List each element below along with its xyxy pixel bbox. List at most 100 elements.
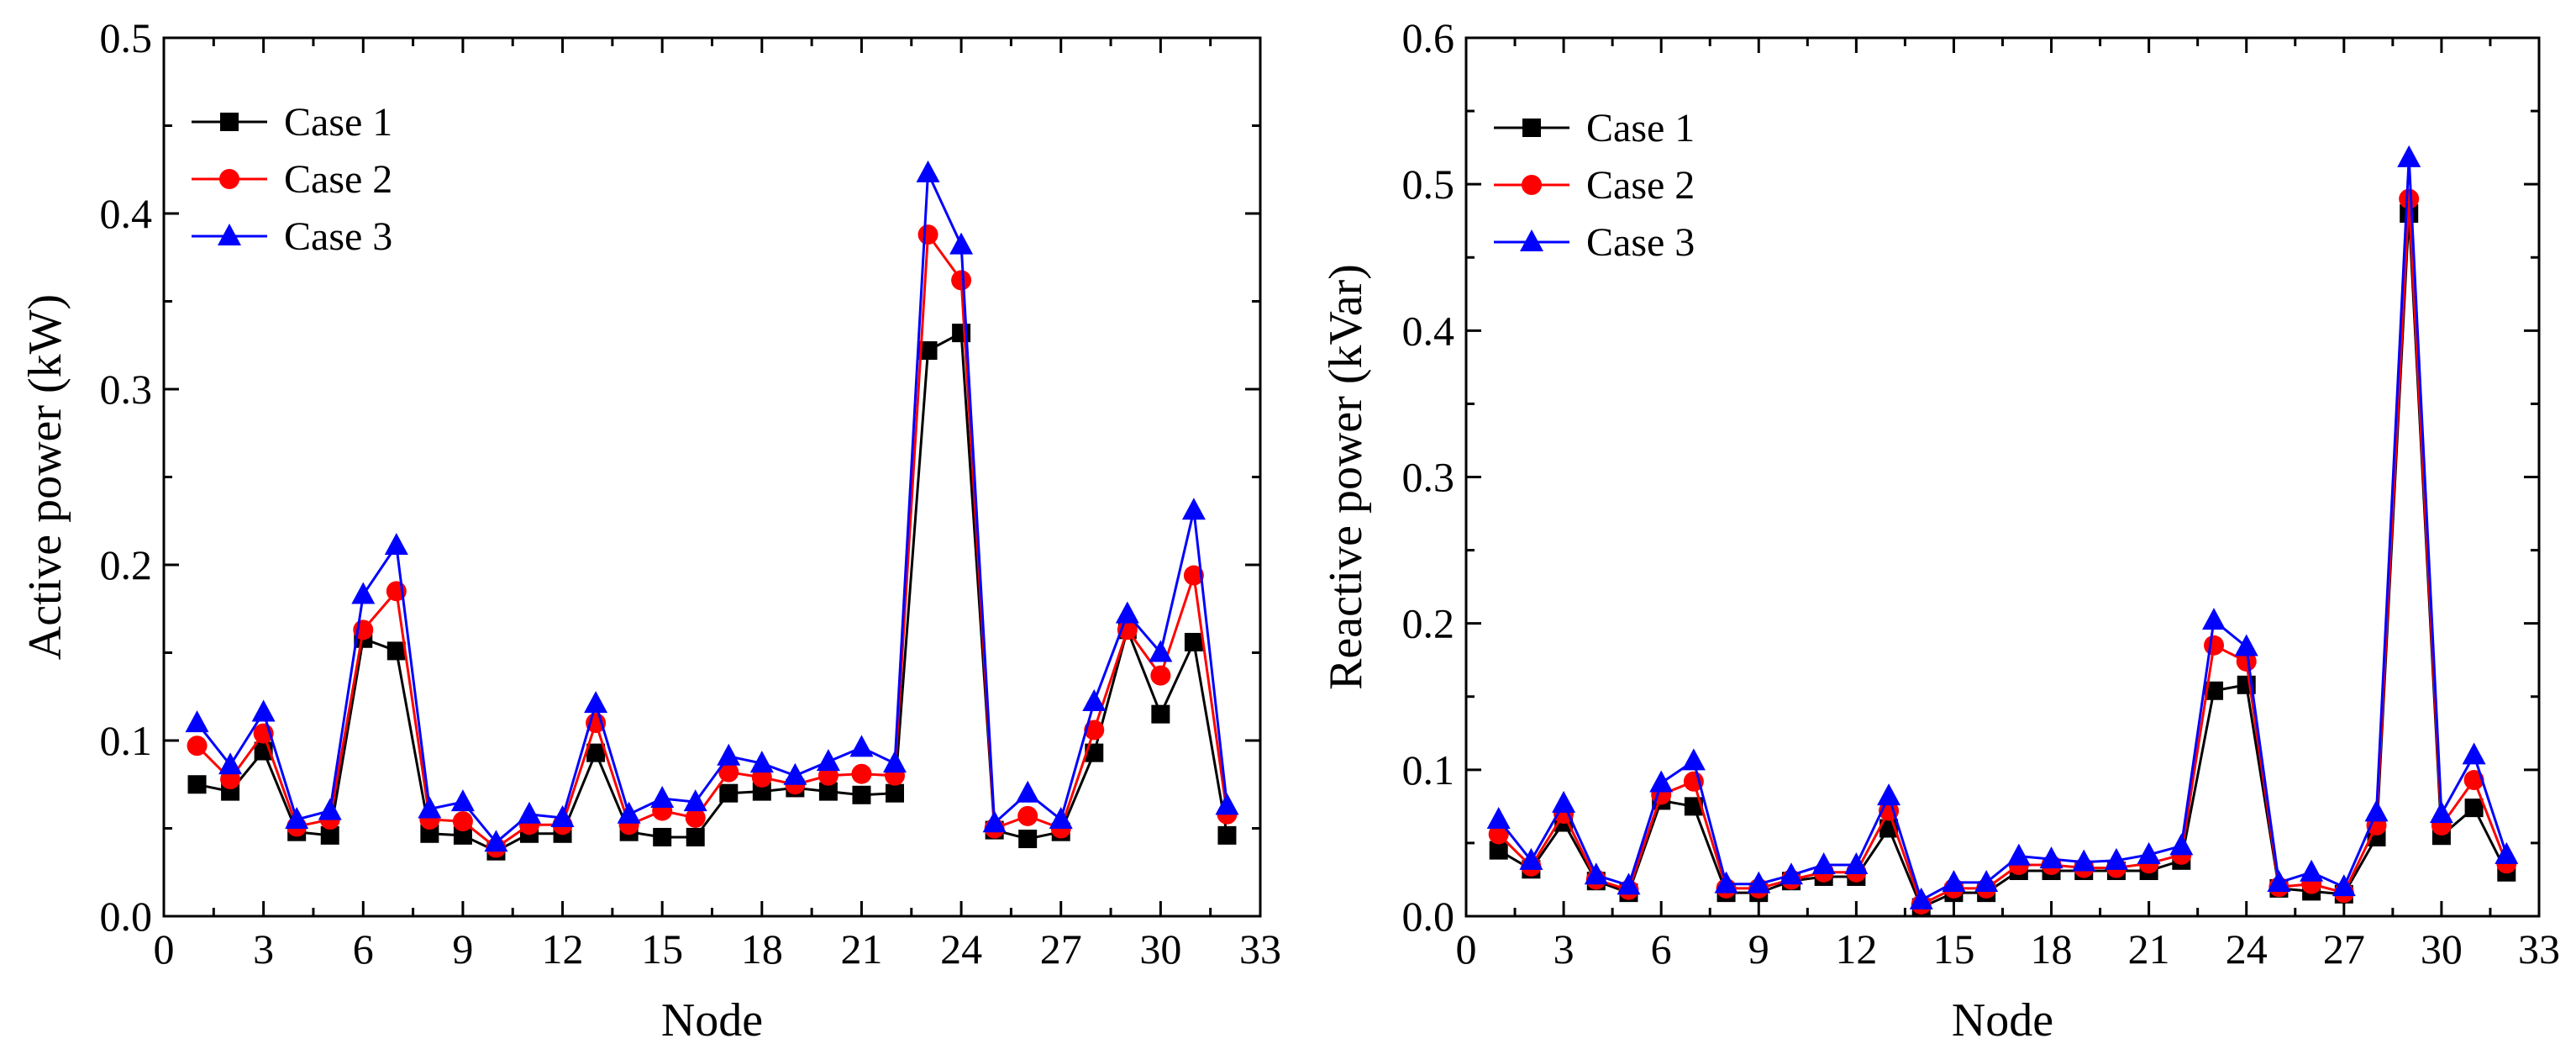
- data-point: [1714, 871, 1738, 893]
- legend-label: Case 2: [284, 157, 392, 202]
- data-point: [1519, 847, 1543, 870]
- data-point: [2236, 651, 2257, 672]
- data-point: [453, 825, 472, 845]
- legend-marker: [220, 113, 239, 131]
- y-tick-label: 0.1: [100, 717, 153, 764]
- x-tick-label: 21: [840, 925, 882, 973]
- x-tick-label: 15: [641, 925, 683, 973]
- data-point: [2204, 635, 2225, 656]
- data-point: [2267, 869, 2291, 892]
- data-point: [1681, 748, 1706, 771]
- data-point: [218, 752, 243, 775]
- data-point: [717, 743, 741, 766]
- data-point: [2462, 742, 2486, 765]
- data-point: [982, 810, 1007, 833]
- series-case-2: [187, 224, 1238, 858]
- y-tick-label: 0.1: [1402, 746, 1455, 793]
- data-point: [1617, 872, 1641, 895]
- y-tick-label: 0.2: [100, 541, 153, 588]
- x-tick-label: 33: [2518, 925, 2560, 973]
- y-tick-label: 0.2: [1402, 600, 1455, 647]
- data-point: [1115, 601, 1139, 624]
- data-point: [916, 160, 940, 182]
- data-point: [686, 827, 705, 846]
- data-point: [1584, 862, 1608, 885]
- data-point: [2397, 145, 2421, 167]
- series-line: [1497, 213, 2508, 909]
- data-point: [2169, 833, 2194, 856]
- data-point: [1942, 869, 1966, 892]
- series-line: [197, 330, 1228, 853]
- data-point: [1151, 704, 1170, 724]
- series-case-1: [1489, 204, 2516, 917]
- data-point: [1217, 825, 1237, 845]
- data-point: [719, 783, 739, 803]
- data-point: [849, 735, 874, 757]
- y-tick-label: 0.6: [1402, 14, 1455, 61]
- data-point: [1974, 869, 1999, 892]
- y-tick-label: 0.0: [1402, 893, 1455, 940]
- y-axis-label: Active power (kW): [19, 294, 71, 660]
- data-point: [550, 804, 575, 827]
- legend: Case 1 Case 2 Case 3: [192, 100, 392, 259]
- data-point: [1085, 743, 1104, 762]
- x-tick-label: 0: [1456, 925, 1477, 973]
- series-line: [196, 172, 1228, 845]
- x-tick-label: 18: [2031, 925, 2073, 973]
- x-tick-label: 30: [2421, 925, 2463, 973]
- data-point: [918, 341, 938, 361]
- data-point: [584, 691, 608, 714]
- data-point: [2202, 608, 2226, 630]
- data-point: [653, 827, 672, 846]
- data-point: [418, 796, 442, 819]
- x-tick-label: 3: [253, 925, 274, 973]
- legend-label: Case 2: [1586, 163, 1695, 208]
- y-tick-label: 0.5: [1402, 161, 1455, 208]
- y-tick-label: 0.0: [100, 893, 153, 940]
- y-tick-label: 0.4: [1402, 307, 1455, 354]
- data-point: [886, 783, 904, 803]
- x-tick-label: 12: [542, 925, 584, 973]
- data-point: [2332, 874, 2356, 897]
- x-tick-label: 27: [1040, 925, 1082, 973]
- data-point: [1649, 770, 1674, 793]
- data-point: [1811, 852, 1836, 875]
- x-tick-label: 24: [940, 925, 982, 973]
- legend-label: Case 1: [1586, 106, 1695, 150]
- data-point: [816, 749, 840, 772]
- x-tick-label: 18: [741, 925, 783, 973]
- data-point: [1184, 632, 1203, 651]
- data-point: [949, 232, 974, 255]
- x-tick-label: 27: [2323, 925, 2365, 973]
- data-point: [1779, 862, 1803, 885]
- data-point: [2234, 634, 2258, 656]
- data-point: [883, 751, 907, 773]
- x-tick-label: 9: [1748, 925, 1769, 973]
- x-tick-label: 21: [2128, 925, 2170, 973]
- data-point: [187, 735, 208, 756]
- data-point: [650, 785, 675, 808]
- y-tick-label: 0.4: [100, 190, 153, 237]
- data-point: [384, 533, 408, 556]
- series-case-2: [1488, 188, 2517, 915]
- x-tick-label: 6: [353, 925, 374, 973]
- data-point: [1684, 797, 1703, 816]
- legend-marker: [219, 169, 239, 189]
- legend-marker: [218, 224, 241, 245]
- data-point: [1082, 689, 1107, 712]
- chart-panel-2: 0 3 6 9 12 15 18 21 24 27 30 33 0.0 0.1 0.2 0.3 0.4 0.5 0.…: [1320, 14, 2560, 1046]
- data-point: [1018, 830, 1038, 849]
- x-tick-label: 3: [1553, 925, 1575, 973]
- data-point: [2464, 799, 2484, 818]
- legend-label: Case 3: [284, 214, 392, 259]
- x-tick-label: 0: [154, 925, 175, 973]
- data-point: [2137, 841, 2161, 864]
- x-tick-label: 6: [1651, 925, 1672, 973]
- x-axis-label: Node: [661, 994, 763, 1046]
- x-axis-label: Node: [1952, 994, 2053, 1046]
- data-point: [1877, 783, 1901, 806]
- legend-marker: [1522, 119, 1541, 137]
- data-point: [1747, 871, 1771, 893]
- data-point: [420, 824, 439, 843]
- data-point: [2463, 770, 2484, 791]
